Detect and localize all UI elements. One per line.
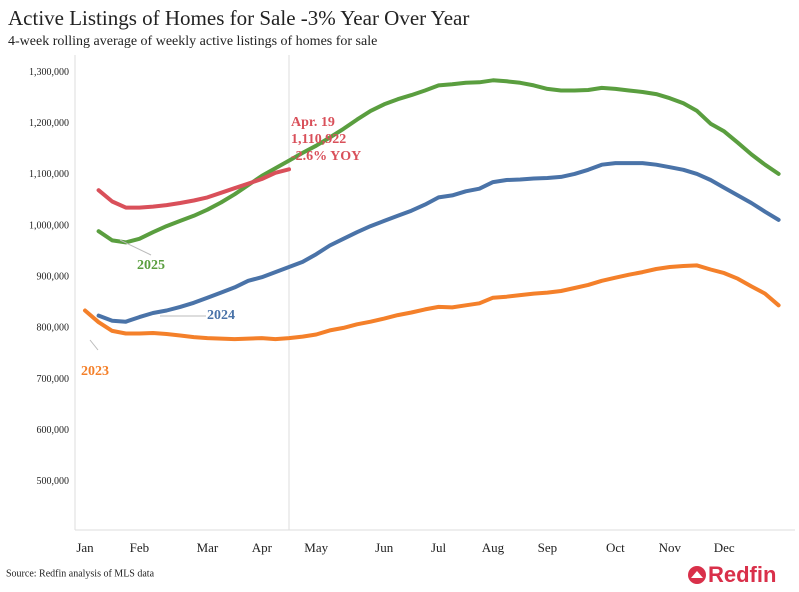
series-line: [96, 78, 781, 245]
y-tick-label: 800,000: [37, 323, 70, 334]
chart-subtitle: 4-week rolling average of weekly active …: [8, 34, 377, 49]
y-tick-label: 1,100,000: [29, 169, 69, 180]
series-line: [96, 167, 291, 210]
y-tick-label: 500,000: [37, 476, 70, 487]
logo-text: Redfin: [708, 562, 776, 587]
logo: Redfin: [688, 562, 776, 587]
x-tick-label: Jun: [375, 540, 394, 555]
x-tick-label: Mar: [197, 540, 219, 555]
label-leader: [119, 239, 152, 256]
x-tick-label: Dec: [714, 540, 735, 555]
x-tick-label: May: [304, 540, 328, 555]
y-tick-label: 1,300,000: [29, 67, 69, 78]
chart-title: Active Listings of Homes for Sale -3% Ye…: [8, 6, 469, 30]
series-label: 2024: [207, 308, 235, 323]
x-tick-label: Jul: [431, 540, 447, 555]
label-leader: [89, 339, 99, 351]
y-tick-label: 900,000: [37, 272, 70, 283]
x-tick-label: Nov: [659, 540, 682, 555]
annotation-text: 1,110,922: [291, 132, 346, 147]
x-tick-label: Apr: [252, 540, 273, 555]
series-line: [96, 161, 781, 324]
logo-house: [691, 571, 703, 578]
y-tick-label: 700,000: [37, 374, 70, 385]
series-label: 2025: [137, 258, 165, 273]
annotation-text: Apr. 19: [291, 115, 335, 130]
y-tick-label: 1,200,000: [29, 118, 69, 129]
x-tick-label: Sep: [538, 540, 558, 555]
x-tick-label: Aug: [482, 540, 505, 555]
series-line: [83, 263, 781, 342]
x-tick-label: Feb: [130, 540, 150, 555]
series-label: 2023: [81, 364, 109, 379]
y-tick-label: 600,000: [37, 425, 70, 436]
x-tick-label: Jan: [76, 540, 94, 555]
x-tick-label: Oct: [606, 540, 625, 555]
annotation-text: -2.6% YOY: [291, 149, 361, 164]
source: Source: Redfin analysis of MLS data: [6, 568, 155, 579]
y-tick-label: 1,000,000: [29, 220, 69, 231]
